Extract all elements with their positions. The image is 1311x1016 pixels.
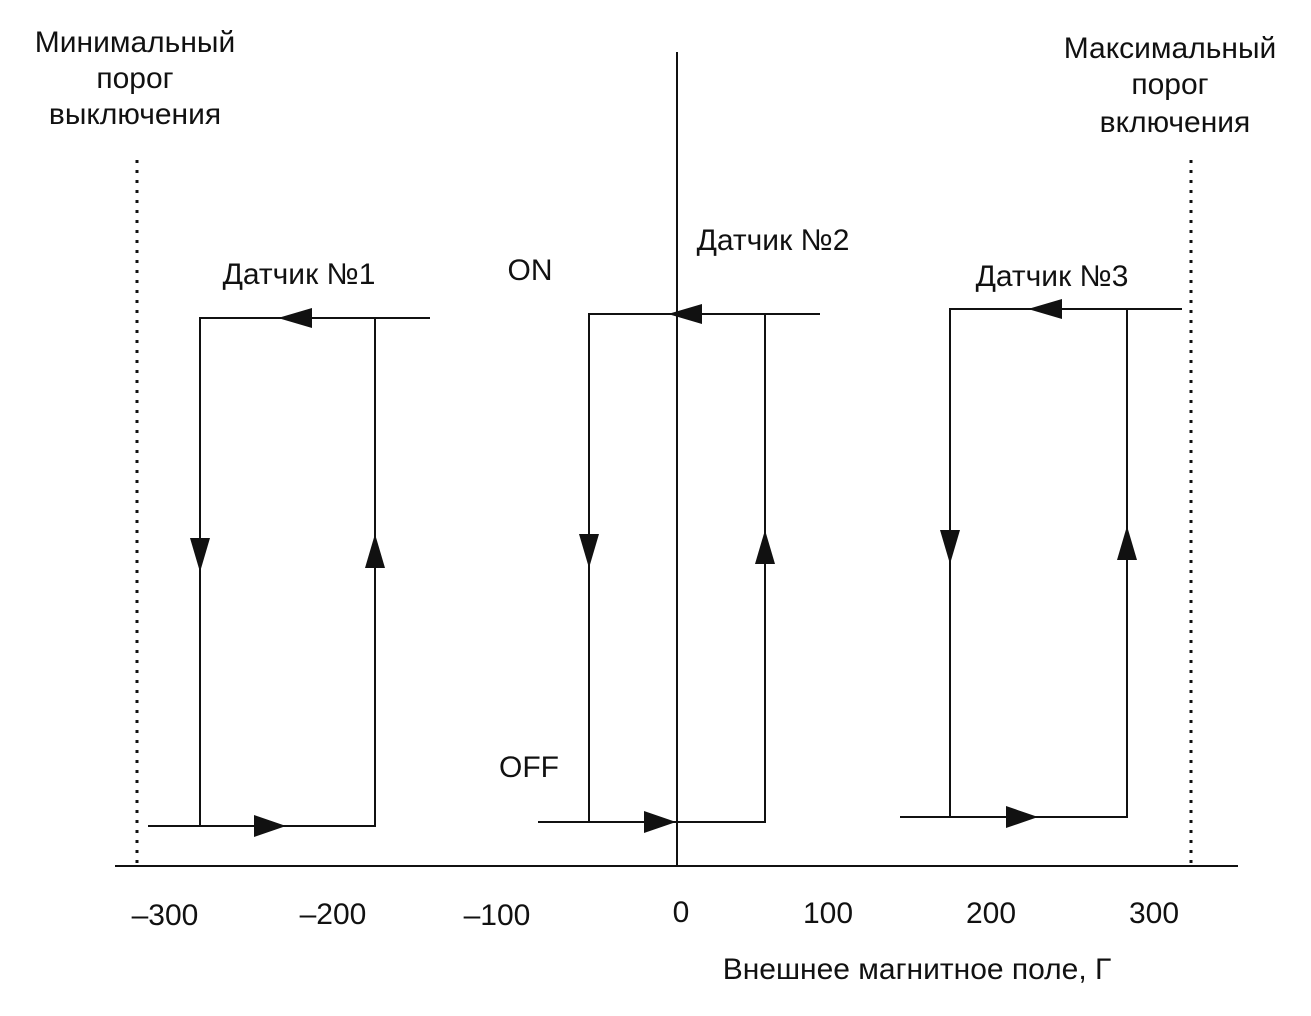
sensor-1-arrow-right xyxy=(254,815,286,837)
sensor-1-on-path xyxy=(148,317,430,827)
x-tick-label: 300 xyxy=(1129,897,1179,930)
sensor-2-arrow-down xyxy=(579,534,599,568)
max-threshold-line-1: Максимальный xyxy=(1064,32,1277,65)
sensor-2-on-path xyxy=(538,313,820,823)
off-label: OFF xyxy=(499,751,559,784)
sensor-2-label: Датчик №2 xyxy=(697,224,850,257)
min-threshold-line-3: выключения xyxy=(49,98,221,131)
x-axis-title: Внешнее магнитное поле, Г xyxy=(723,953,1112,986)
sensor-2-loop xyxy=(538,304,820,833)
sensor-3-loop xyxy=(900,299,1182,828)
sensor-1-arrow-up xyxy=(365,534,385,568)
sensor-2-arrow-right xyxy=(644,811,676,833)
sensor-1-off-path xyxy=(199,317,375,826)
min-threshold-line-2: порог xyxy=(96,62,173,95)
max-threshold-line-3: включения xyxy=(1100,106,1251,139)
x-tick-label: 0 xyxy=(673,896,690,929)
sensor-2-arrow-up xyxy=(755,530,775,564)
max-threshold-label: Максимальный порог включения xyxy=(1064,32,1277,139)
sensor-3-arrow-right xyxy=(1006,806,1038,828)
min-threshold-label: Минимальный порог выключения xyxy=(35,26,235,131)
on-label: ON xyxy=(508,254,553,287)
sensor-3-arrow-up xyxy=(1117,526,1137,560)
x-tick-labels: –300 –200 –100 0 100 200 300 xyxy=(132,896,1179,932)
x-tick-label: 100 xyxy=(803,897,853,930)
min-threshold-line-1: Минимальный xyxy=(35,26,235,59)
sensor-1-loop xyxy=(148,308,430,837)
sensor-1-label: Датчик №1 xyxy=(223,258,376,291)
sensor-3-off-path xyxy=(949,308,1127,817)
x-tick-label: 200 xyxy=(966,897,1016,930)
sensor-2-arrow-left xyxy=(668,304,702,324)
sensor-1-arrow-down xyxy=(190,538,210,572)
sensor-3-on-path xyxy=(900,308,1182,818)
x-tick-label: –300 xyxy=(132,899,199,932)
x-tick-label: –200 xyxy=(300,898,367,931)
sensor-3-label: Датчик №3 xyxy=(976,260,1129,293)
sensor-3-arrow-down xyxy=(940,530,960,564)
max-threshold-line-2: порог xyxy=(1131,68,1208,101)
sensor-2-off-path xyxy=(588,313,765,822)
sensor-1-arrow-left xyxy=(278,308,312,328)
x-tick-label: –100 xyxy=(464,899,531,932)
sensor-3-arrow-left xyxy=(1028,299,1062,319)
